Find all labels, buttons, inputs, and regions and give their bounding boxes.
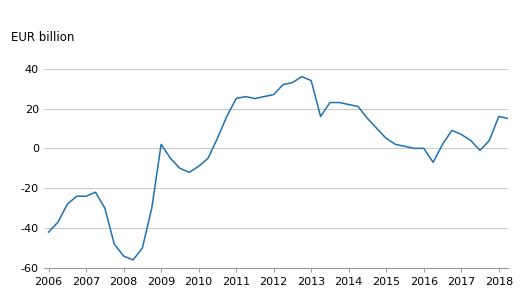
Text: EUR billion: EUR billion <box>11 31 75 44</box>
